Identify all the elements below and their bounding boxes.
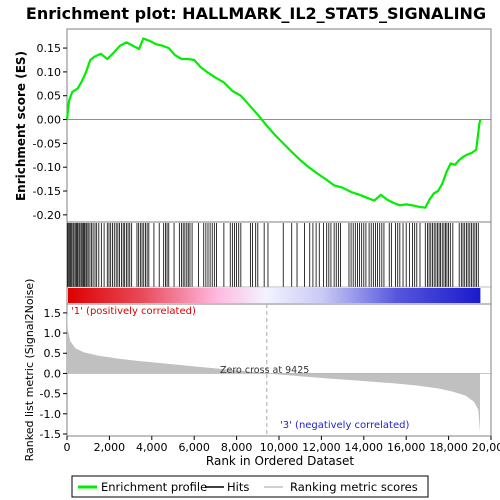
es-y-tick-label: -0.10 (33, 161, 61, 174)
x-axis: 0 2,000 4,000 6,000 8,000 10,000 12,000 14,000 1… (64, 436, 500, 454)
es-y-tick-label: -0.05 (33, 137, 61, 150)
x-tick-label: 20,000 (472, 441, 500, 454)
legend-box (71, 475, 429, 498)
x-tick-label: 12,000 (302, 441, 341, 454)
metric-y-axis: 1.5 1.0 0.5 0.0 -0.5 -1.0 -1.5 (40, 307, 67, 441)
metric-y-tick-label: -0.5 (40, 388, 61, 401)
ranking-metric-area (67, 308, 480, 432)
metric-y-tick-label: 0.5 (44, 347, 62, 360)
es-panel-frame (66, 28, 492, 223)
zero-cross-label: Zero cross at 9425 (220, 365, 309, 376)
hits-panel (67, 223, 479, 287)
x-tick-label: 18,000 (429, 441, 468, 454)
metric-y-tick-label: -1.5 (40, 428, 61, 441)
es-y-tick-label: 0.00 (37, 114, 62, 127)
metric-y-tick-label: 0.0 (44, 367, 62, 380)
chart-title: Enrichment plot: HALLMARK_IL2_STAT5_SIGN… (26, 4, 486, 23)
es-y-axis-label: Enrichment score (ES) (14, 51, 28, 201)
x-axis-label: Rank in Ordered Dataset (206, 454, 354, 468)
es-y-tick-label: 0.05 (37, 90, 62, 103)
x-tick-label: 14,000 (345, 441, 384, 454)
metric-y-axis-label: Ranked list metric (Signal2Noise) (23, 279, 36, 462)
legend-label-profile: Enrichment profile (101, 480, 207, 494)
legend-label-metric: Ranking metric scores (290, 480, 418, 494)
x-tick-label: 6,000 (178, 441, 210, 454)
enrichment-profile-line (65, 37, 482, 209)
ranking-color-bar (68, 288, 481, 303)
x-tick-label: 8,000 (221, 441, 253, 454)
x-tick-label: 10,000 (260, 441, 299, 454)
x-tick-label: 16,000 (387, 441, 426, 454)
positive-correlation-label: '1' (positively correlated) (71, 306, 196, 317)
x-tick-label: 2,000 (94, 441, 126, 454)
es-y-tick-label: -0.15 (33, 185, 61, 198)
metric-y-tick-label: 1.5 (44, 307, 62, 320)
x-tick-label: 4,000 (136, 441, 168, 454)
legend-label-hits: Hits (227, 480, 249, 494)
es-y-tick-label: -0.20 (33, 209, 61, 222)
x-tick-label: 0 (64, 441, 71, 454)
metric-y-tick-label: -1.0 (40, 408, 61, 421)
es-y-axis: 0.15 0.10 0.05 0.00 -0.05 -0.10 -0.15 -0.20 (33, 42, 67, 222)
negative-correlation-label: '3' (negatively correlated) (280, 420, 409, 431)
metric-y-tick-label: 1.0 (44, 327, 62, 340)
es-y-tick-label: 0.15 (37, 42, 62, 55)
es-y-tick-label: 0.10 (37, 66, 62, 79)
